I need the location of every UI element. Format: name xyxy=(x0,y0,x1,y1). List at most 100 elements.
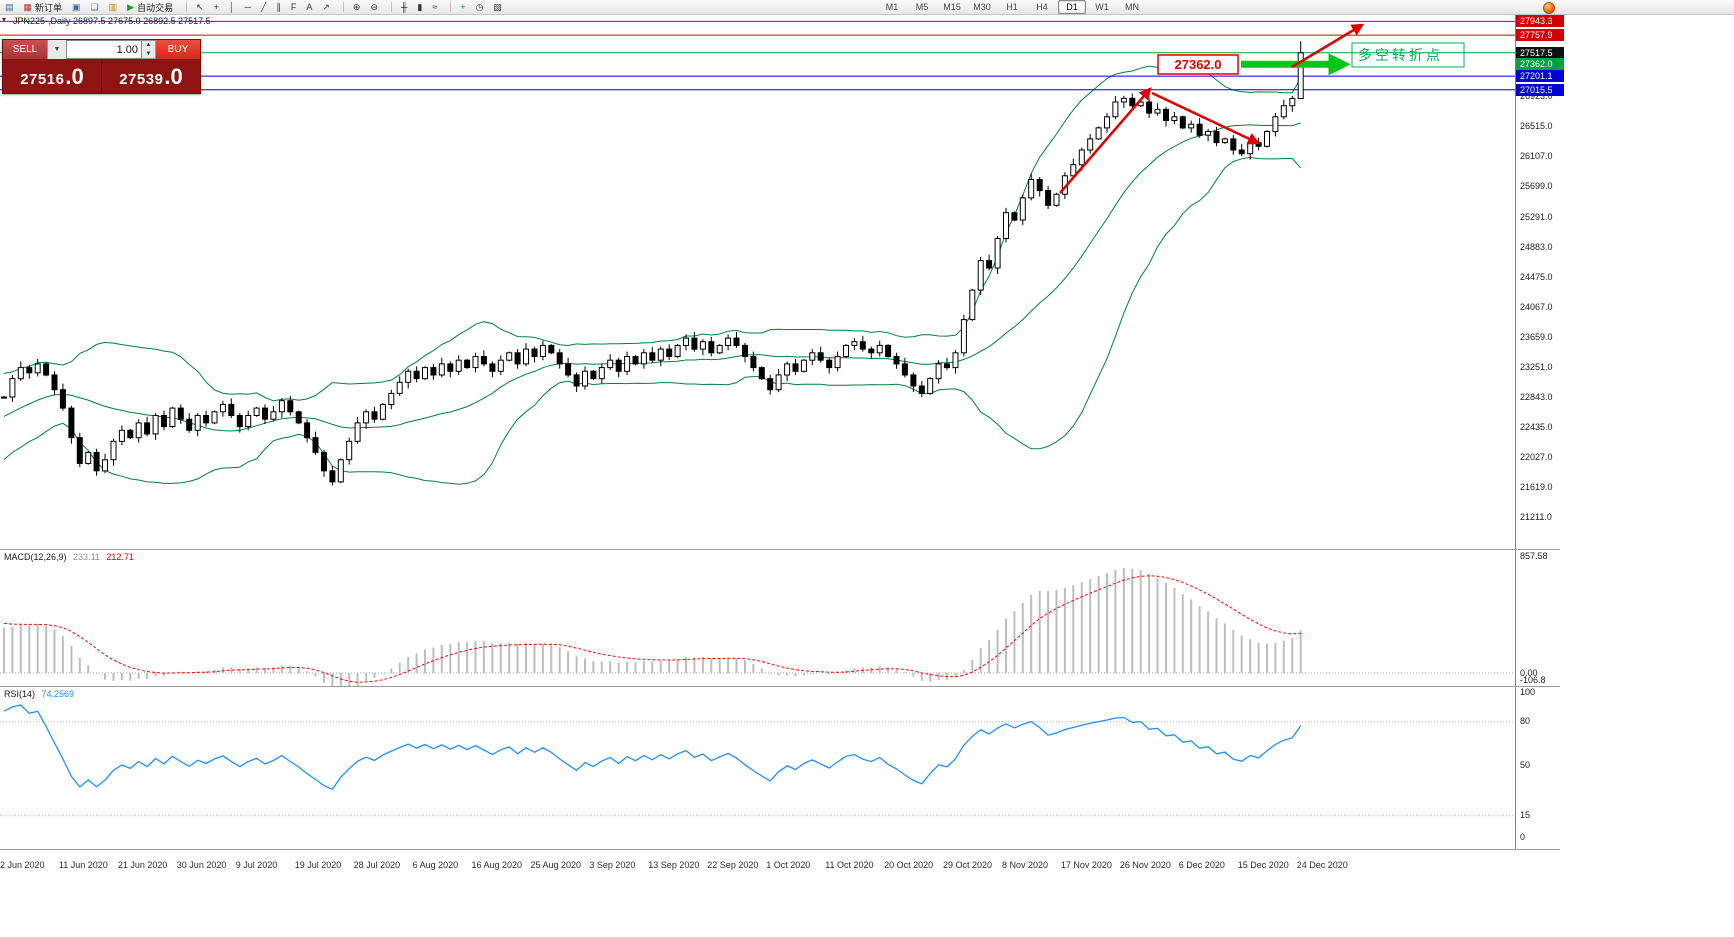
new-order-button: ▦ xyxy=(23,2,33,12)
arrows-icon[interactable]: ↗ xyxy=(318,0,334,14)
tile-windows-icon[interactable]: ▣ xyxy=(68,0,85,14)
candle xyxy=(152,415,159,435)
candle xyxy=(135,422,142,439)
zoom-out-icon[interactable]: ⊖ xyxy=(366,0,382,14)
candle xyxy=(26,367,33,374)
candle xyxy=(1272,116,1279,133)
price-tick: 26515.0 xyxy=(1520,121,1553,132)
volume-down-icon[interactable]: ▼ xyxy=(145,50,152,57)
text-icon[interactable]: A xyxy=(302,0,316,14)
candle xyxy=(161,415,167,428)
timeframe-h1[interactable]: H1 xyxy=(1006,2,1018,12)
candle xyxy=(826,359,833,369)
order-type-dropdown[interactable]: ▼ xyxy=(47,40,66,59)
line-chart-icon[interactable]: ≈ xyxy=(428,0,441,14)
date-label: 9 Jul 2020 xyxy=(235,860,278,870)
volume-stepper[interactable]: ▲ ▼ xyxy=(142,40,156,59)
candle xyxy=(1146,101,1153,114)
volume-input[interactable] xyxy=(66,40,142,59)
main-chart[interactable]: 27362.0 多空转折点 xyxy=(0,15,1515,549)
timeframe-m1[interactable]: M1 xyxy=(885,2,899,12)
pane-separator[interactable] xyxy=(0,686,1560,687)
zoom-in-icon[interactable]: ⊕ xyxy=(349,0,365,14)
bollinger-lower-band xyxy=(3,156,1302,485)
new-order-button[interactable]: ▦ 新订单 xyxy=(20,0,67,14)
channel-icon[interactable]: ∥ xyxy=(272,0,285,14)
macd-chart[interactable] xyxy=(0,550,1515,686)
candle xyxy=(304,422,311,439)
candle xyxy=(657,348,664,361)
new-chart-icon: ▤ xyxy=(5,2,14,12)
candle xyxy=(59,389,66,409)
candle xyxy=(118,429,125,442)
candle xyxy=(1205,131,1212,136)
timeframe-m15[interactable]: M15 xyxy=(943,2,961,12)
candle xyxy=(733,337,740,347)
candle xyxy=(615,359,622,372)
rsi-chart[interactable] xyxy=(0,687,1515,849)
candle xyxy=(1280,105,1287,118)
vertical-line-icon[interactable]: │ xyxy=(225,0,239,14)
price-scale[interactable]: 26923.0 26515.0 26107.0 25699.0 25291.0 24883… xyxy=(1515,15,1564,549)
trendline-icon[interactable]: ╱ xyxy=(257,0,270,14)
candle xyxy=(186,418,193,431)
candle xyxy=(110,440,117,461)
timeframe-w1[interactable]: W1 xyxy=(1095,2,1109,12)
candle xyxy=(1221,138,1228,144)
pane-separator[interactable] xyxy=(0,549,1560,550)
crosshair-icon[interactable]: + xyxy=(210,0,223,14)
candle xyxy=(1163,108,1169,122)
buy-price[interactable]: 27539 .0 xyxy=(101,59,200,93)
timeframe-mn[interactable]: MN xyxy=(1125,2,1139,12)
candle xyxy=(674,344,681,357)
volume-up-icon[interactable]: ▲ xyxy=(145,42,152,48)
candle xyxy=(708,341,715,354)
fibonacci-icon[interactable]: F xyxy=(287,0,301,14)
macd-main-value: 233.11 xyxy=(73,552,100,562)
macd-tick: 857.58 xyxy=(1520,550,1548,561)
templates-icon[interactable]: ▧ xyxy=(489,0,506,14)
cascade-windows-icon[interactable]: ❏ xyxy=(87,0,103,14)
macd-scale[interactable]: 857.58 0.00 -106.8 xyxy=(1515,550,1560,686)
time-axis[interactable]: 2 Jun 2020 11 Jun 2020 21 Jun 2020 30 Jun 2… xyxy=(0,860,1515,876)
bar-chart-icon[interactable]: ╫ xyxy=(397,0,411,14)
candle xyxy=(194,415,201,431)
chart-type-group: ╫ ▮ ≈ xyxy=(396,0,442,14)
horizontal-line-icon[interactable]: ─ xyxy=(241,0,255,14)
svg-text:多空转折点: 多空转折点 xyxy=(1358,47,1443,63)
candle xyxy=(598,367,605,380)
indicators-icon[interactable]: + xyxy=(456,0,469,14)
rsi-scale[interactable]: 100 80 50 15 0 xyxy=(1515,687,1560,849)
buy-button[interactable]: BUY xyxy=(156,40,200,59)
candle xyxy=(817,352,824,361)
timeframe-h4[interactable]: H4 xyxy=(1036,2,1048,12)
toolbar-separator xyxy=(186,2,188,12)
candle xyxy=(901,363,908,376)
candle xyxy=(531,348,538,358)
rsi-tick: 50 xyxy=(1520,759,1531,770)
candle xyxy=(699,341,706,350)
cursor-icon[interactable]: ↖ xyxy=(192,0,208,14)
new-chart-icon[interactable]: ▤ xyxy=(1,0,18,14)
candle xyxy=(969,289,976,321)
candle xyxy=(775,374,782,391)
periods-icon[interactable]: ◷ xyxy=(472,0,488,14)
notification-icon[interactable] xyxy=(1543,2,1555,14)
auto-trading-button[interactable]: ▶ 自动交易 xyxy=(123,0,177,14)
one-click-trading-toggle-icon[interactable]: ▾ xyxy=(2,15,7,24)
rsi-label: RSI(14) 74.2569 xyxy=(4,689,75,699)
price-marker: 27757.9 xyxy=(1516,29,1564,42)
macd-label: MACD(12,26,9) 233.11 212.71 xyxy=(4,552,134,562)
trend-arrow-annotation xyxy=(1291,23,1365,69)
timeframe-m30[interactable]: M30 xyxy=(973,2,991,12)
sell-button[interactable]: SELL xyxy=(3,40,47,59)
svg-text:27362.0: 27362.0 xyxy=(1175,57,1222,72)
one-click-trading-panel: SELL ▼ ▲ ▼ BUY 27516 .0 27539 .0 xyxy=(2,39,201,94)
sell-price[interactable]: 27516 .0 xyxy=(20,64,84,89)
profiles-icon[interactable]: ▥ xyxy=(105,0,122,14)
timeframe-d1[interactable]: D1 xyxy=(1058,0,1086,14)
candle xyxy=(219,403,226,413)
timeframe-m5[interactable]: M5 xyxy=(915,2,929,12)
candlestick-icon[interactable]: ▮ xyxy=(413,0,426,14)
candle xyxy=(1196,123,1203,136)
